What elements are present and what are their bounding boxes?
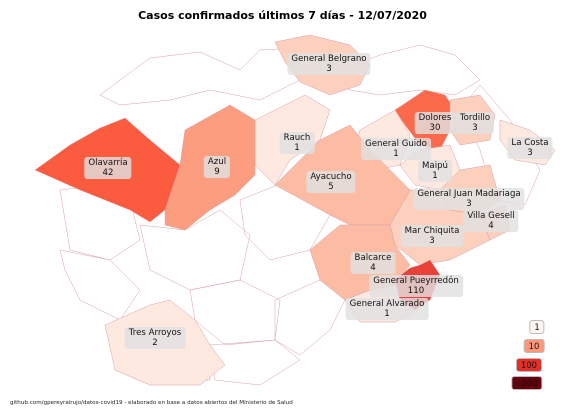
district-label-15: General Alvarado 1 [345, 298, 429, 320]
district-label-11: Villa Gesell 4 [463, 210, 519, 232]
map-title: Casos confirmados últimos 7 días - 12/07… [138, 9, 427, 22]
district-outline-west2 [59, 249, 141, 321]
legend-item-1: 1 [529, 320, 545, 334]
district-label-4: General Guido 1 [361, 138, 431, 160]
district-label-1: Dolores 30 [414, 112, 456, 134]
source-footer: github.com/gpereyrairujo/datos-covid19 -… [10, 400, 293, 406]
district-outline-north [99, 47, 301, 106]
district-name: Azul [207, 157, 227, 167]
district-name: Ayacucho [310, 172, 352, 182]
district-cases: 3 [527, 148, 533, 158]
district-name: Tordillo [459, 113, 491, 123]
district-cases: 3 [472, 123, 478, 133]
district-label-9: Ayacucho 5 [306, 171, 356, 193]
district-outline-south2 [209, 339, 301, 386]
district-name: Mar Chiquita [404, 226, 460, 236]
district-name: General Pueyrredón [373, 276, 459, 286]
district-name: La Costa [511, 138, 549, 148]
district-name: Dolores [418, 113, 452, 123]
district-name: General Juan Madariaga [417, 189, 521, 199]
district-cases: 1 [294, 143, 300, 153]
district-name: Maipú [422, 161, 448, 171]
district-cases: 3 [466, 199, 472, 209]
legend-item-1000: 1000 [511, 376, 543, 390]
district-label-14: General Pueyrredón 110 [369, 275, 463, 297]
district-cases: 110 [407, 286, 425, 296]
district-name: General Alvarado [349, 299, 425, 309]
district-label-16: Tres Arroyos 2 [124, 327, 186, 349]
district-cases: 9 [214, 167, 220, 177]
district-cases: 1 [432, 171, 438, 181]
district-label-3: Rauch 1 [279, 132, 315, 154]
district-cases: 1 [384, 309, 390, 319]
district-label-12: Mar Chiquita 3 [400, 225, 464, 247]
district-label-13: Balcarce 4 [350, 252, 396, 274]
district-name: General Belgrano [291, 54, 367, 64]
district-label-7: Azul 9 [203, 156, 231, 178]
district-cases: 3 [326, 64, 332, 74]
legend-item-100: 100 [516, 358, 542, 372]
district-name: Rauch [283, 133, 311, 143]
district-label-6: Olavarría 42 [84, 157, 132, 179]
district-label-8: Maipú 1 [418, 160, 452, 182]
district-name: Villa Gesell [467, 211, 515, 221]
district-name: Balcarce [354, 253, 392, 263]
district-label-0: General Belgrano 3 [287, 53, 371, 75]
district-cases: 4 [488, 221, 494, 231]
district-cases: 5 [328, 182, 334, 192]
legend-item-10: 10 [523, 339, 545, 353]
district-name: General Guido [365, 139, 427, 149]
district-cases: 4 [370, 263, 376, 273]
district-cases: 30 [429, 123, 441, 133]
district-outline-northeast [329, 44, 481, 96]
district-label-5: La Costa 3 [507, 137, 553, 159]
district-outline-center [139, 209, 251, 291]
district-label-10: General Juan Madariaga 3 [413, 188, 525, 210]
district-cases: 42 [102, 168, 114, 178]
district-cases: 2 [152, 338, 158, 348]
district-label-2: Tordillo 3 [455, 112, 495, 134]
district-name: Tres Arroyos [128, 328, 182, 338]
district-cases: 1 [393, 149, 399, 159]
district-cases: 3 [429, 236, 435, 246]
district-name: Olavarría [88, 158, 128, 168]
